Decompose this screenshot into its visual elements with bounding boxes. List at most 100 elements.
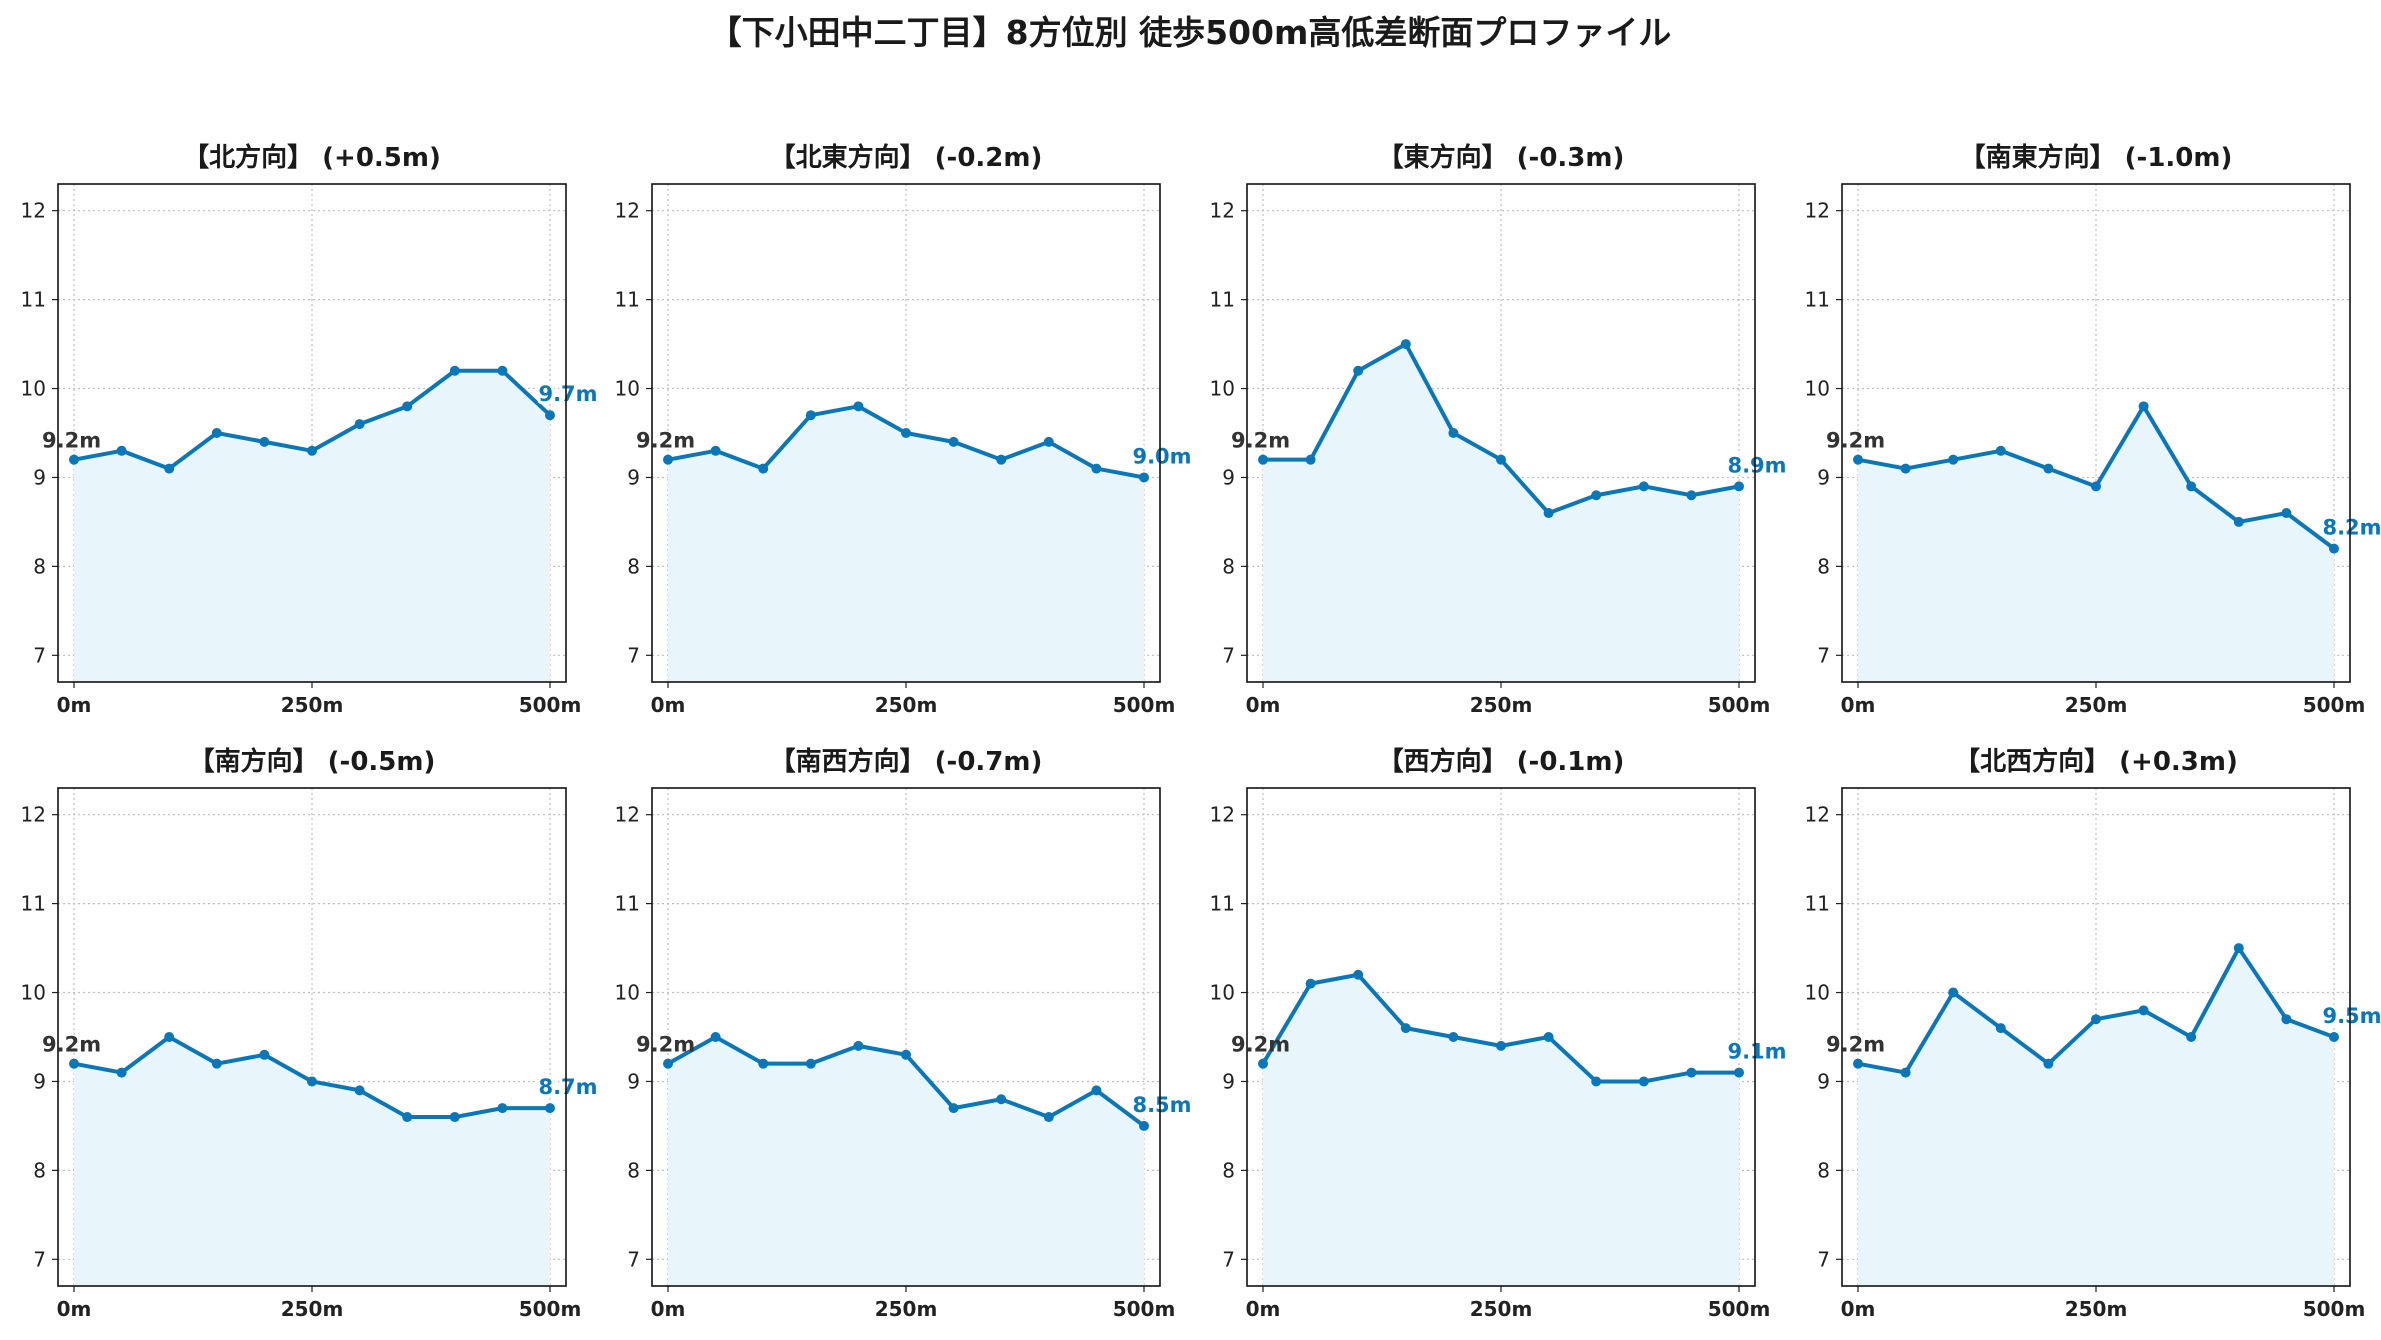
elevation-point xyxy=(2186,481,2197,492)
y-tick-label: 12 xyxy=(21,803,46,827)
y-tick-label: 10 xyxy=(21,377,46,401)
start-elevation-label: 9.2m xyxy=(1826,1033,1885,1057)
elevation-area xyxy=(1263,344,1739,682)
elevation-point xyxy=(354,419,365,430)
y-tick-label: 9 xyxy=(1817,465,1830,489)
elevation-point xyxy=(1543,1032,1554,1042)
y-tick-label: 8 xyxy=(627,1158,640,1182)
y-tick-label: 10 xyxy=(615,981,640,1005)
x-tick-label: 500m xyxy=(1113,693,1176,717)
x-tick-label: 0m xyxy=(1841,693,1876,717)
profile-panel: 【北西方向】 (+0.3m) 7 8 9 10 11 12 0m 250m 500m 9.2m 9.5… xyxy=(1805,746,2381,1321)
y-tick-label: 11 xyxy=(1805,288,1830,312)
elevation-point xyxy=(1400,1023,1411,1034)
elevation-point xyxy=(1139,472,1149,483)
x-tick-label: 250m xyxy=(875,1297,938,1321)
figure-title: 【下小田中二丁目】8方位別 徒歩500m高低差断面プロファイル xyxy=(709,13,1672,52)
y-tick-label: 9 xyxy=(627,465,640,489)
elevation-point xyxy=(69,1058,79,1069)
y-tick-label: 8 xyxy=(33,1158,46,1182)
elevation-point xyxy=(1448,428,1459,438)
y-tick-label: 10 xyxy=(615,377,640,401)
elevation-point xyxy=(2043,1058,2054,1069)
elevation-point xyxy=(663,454,673,465)
elevation-point xyxy=(1686,490,1697,501)
y-tick-label: 10 xyxy=(1805,981,1830,1005)
y-tick-label: 9 xyxy=(627,1069,640,1093)
y-tick-label: 11 xyxy=(1210,288,1235,312)
elevation-point xyxy=(1853,1058,1863,1069)
panel-title: 【北西方向】 (+0.3m) xyxy=(1954,746,2238,777)
y-tick-label: 12 xyxy=(1210,199,1235,223)
y-tick-label: 11 xyxy=(1210,892,1235,916)
elevation-point xyxy=(307,445,317,456)
elevation-point xyxy=(2186,1032,2197,1042)
x-tick-label: 500m xyxy=(1708,1297,1771,1321)
start-elevation-label: 9.2m xyxy=(42,1033,101,1057)
x-tick-label: 0m xyxy=(651,693,686,717)
x-tick-label: 500m xyxy=(519,693,582,717)
y-tick-label: 12 xyxy=(1210,803,1235,827)
profile-panel: 【東方向】 (-0.3m) 7 8 9 10 11 12 0m 250m 500m 9.2m 8.9m xyxy=(1210,142,1790,717)
panel-frame xyxy=(1841,183,2351,683)
x-tick-label: 250m xyxy=(2065,1297,2128,1321)
elevation-point xyxy=(1353,365,1364,376)
y-tick-label: 12 xyxy=(615,803,640,827)
elevation-point xyxy=(1948,987,1959,998)
elevation-point xyxy=(1591,490,1602,501)
y-tick-label: 7 xyxy=(627,1247,640,1271)
elevation-point xyxy=(164,1032,175,1042)
y-tick-label: 7 xyxy=(33,1247,46,1271)
y-tick-label: 8 xyxy=(1817,554,1830,578)
y-tick-label: 11 xyxy=(615,288,640,312)
profile-panel: 【南東方向】 (-1.0m) 7 8 9 10 11 12 0m 250m 500m 9.2m 8.2… xyxy=(1805,142,2381,717)
y-tick-label: 12 xyxy=(1805,199,1830,223)
elevation-point xyxy=(1638,481,1649,492)
elevation-point xyxy=(1139,1120,1149,1131)
y-tick-label: 12 xyxy=(1805,803,1830,827)
end-elevation-label: 9.5m xyxy=(2322,1004,2381,1028)
elevation-point xyxy=(259,436,270,447)
y-tick-label: 10 xyxy=(1805,377,1830,401)
y-tick-label: 7 xyxy=(627,643,640,667)
end-elevation-label: 8.5m xyxy=(1132,1093,1191,1117)
elevation-point xyxy=(1638,1076,1649,1087)
end-elevation-label: 9.1m xyxy=(1727,1040,1786,1064)
panel-frame xyxy=(1841,787,2351,1287)
panel-frame xyxy=(57,787,567,1287)
elevation-point xyxy=(164,463,175,474)
end-elevation-label: 8.7m xyxy=(538,1075,597,1099)
elevation-point xyxy=(901,428,911,438)
elevation-area xyxy=(1263,974,1739,1286)
x-tick-label: 500m xyxy=(1113,1297,1176,1321)
elevation-point xyxy=(1995,1023,2006,1034)
elevation-point xyxy=(497,1103,508,1114)
profile-panel: 【西方向】 (-0.1m) 7 8 9 10 11 12 0m 250m 500m 9.2m 9.1m xyxy=(1210,746,1790,1321)
x-tick-label: 250m xyxy=(281,693,344,717)
panel-frame xyxy=(57,183,567,683)
panel-frame xyxy=(651,787,1161,1287)
y-tick-label: 11 xyxy=(21,892,46,916)
elevation-point xyxy=(805,1058,816,1069)
elevation-area xyxy=(74,370,550,682)
elevation-point xyxy=(948,436,959,447)
elevation-point xyxy=(1948,454,1959,465)
end-elevation-label: 8.2m xyxy=(2322,516,2381,540)
elevation-point xyxy=(853,1040,864,1051)
elevation-point xyxy=(1900,463,1911,474)
y-tick-label: 9 xyxy=(1817,1069,1830,1093)
panel-title: 【南東方向】 (-1.0m) xyxy=(1960,142,2233,173)
y-tick-label: 12 xyxy=(21,199,46,223)
panel-title: 【西方向】 (-0.1m) xyxy=(1378,746,1625,777)
elevation-point xyxy=(2329,543,2339,554)
start-elevation-label: 9.2m xyxy=(1231,1033,1290,1057)
elevation-point xyxy=(211,428,222,438)
elevation-point xyxy=(449,1112,460,1123)
x-tick-label: 500m xyxy=(2303,693,2366,717)
y-tick-label: 9 xyxy=(1222,465,1235,489)
x-tick-label: 0m xyxy=(1246,1297,1281,1321)
y-tick-label: 8 xyxy=(1222,1158,1235,1182)
y-tick-label: 8 xyxy=(627,554,640,578)
y-tick-label: 9 xyxy=(33,465,46,489)
profile-panel: 【南西方向】 (-0.7m) 7 8 9 10 11 12 0m 250m 500m 9.2m 8.5… xyxy=(615,746,1195,1321)
